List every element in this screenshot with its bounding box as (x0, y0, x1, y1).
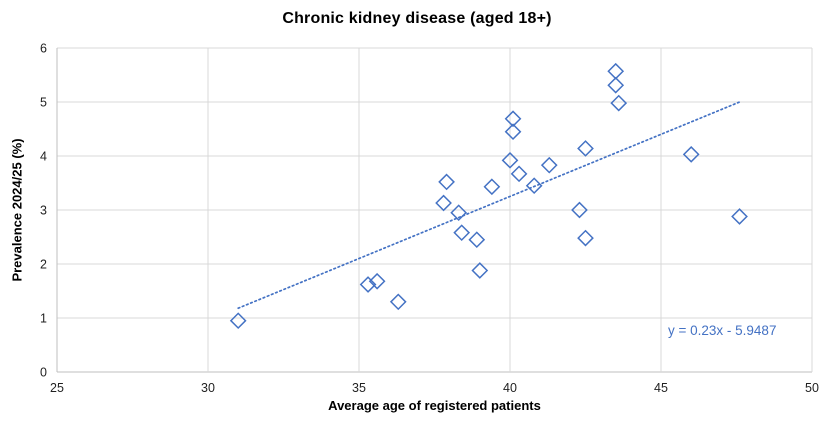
y-tick-label: 2 (40, 258, 47, 272)
trendline (237, 101, 741, 310)
data-point-marker (607, 62, 625, 80)
x-tick-label: 30 (201, 381, 215, 395)
trendline-equation-label: y = 0.23x - 5.9487 (668, 323, 777, 338)
y-tick-label: 1 (40, 312, 47, 326)
data-point-marker (731, 208, 748, 225)
data-point-marker (229, 312, 247, 330)
data-point-marker (368, 272, 386, 290)
x-axis-title: Average age of registered patients (328, 398, 541, 413)
data-point-marker (571, 201, 588, 219)
data-point-marker (453, 224, 471, 242)
x-tick-label: 35 (352, 381, 366, 395)
data-point-marker (504, 123, 522, 141)
x-tick-label: 25 (50, 381, 64, 395)
y-tick-label: 6 (40, 42, 47, 56)
data-point-marker (359, 276, 377, 293)
x-tick-label: 50 (805, 381, 819, 395)
data-point-marker (607, 76, 625, 94)
data-point-marker (525, 177, 543, 195)
y-axis-title: Prevalence 2024/25 (%) (9, 138, 25, 282)
data-point-marker (540, 156, 558, 174)
chart-title: Chronic kidney disease (aged 18+) (282, 10, 552, 27)
data-point-marker (510, 165, 528, 183)
x-tick-label: 40 (503, 381, 517, 395)
data-point-marker (682, 146, 700, 163)
data-point-marker (471, 262, 489, 279)
x-tick-label: 45 (654, 381, 668, 395)
data-point-marker (501, 151, 519, 169)
y-tick-label: 5 (40, 96, 47, 110)
data-point-marker (577, 229, 594, 247)
y-tick-label: 0 (40, 366, 47, 380)
data-point-marker (435, 194, 452, 212)
data-point-marker (577, 140, 594, 157)
data-point-marker (504, 110, 522, 128)
y-tick-label: 3 (40, 204, 47, 218)
y-tick-label: 4 (40, 150, 47, 164)
data-point-marker (389, 293, 407, 311)
data-point-marker (450, 204, 468, 222)
data-point-marker (468, 231, 486, 249)
data-point-marker (610, 94, 628, 112)
data-point-marker (438, 173, 455, 191)
data-point-marker (483, 178, 501, 196)
